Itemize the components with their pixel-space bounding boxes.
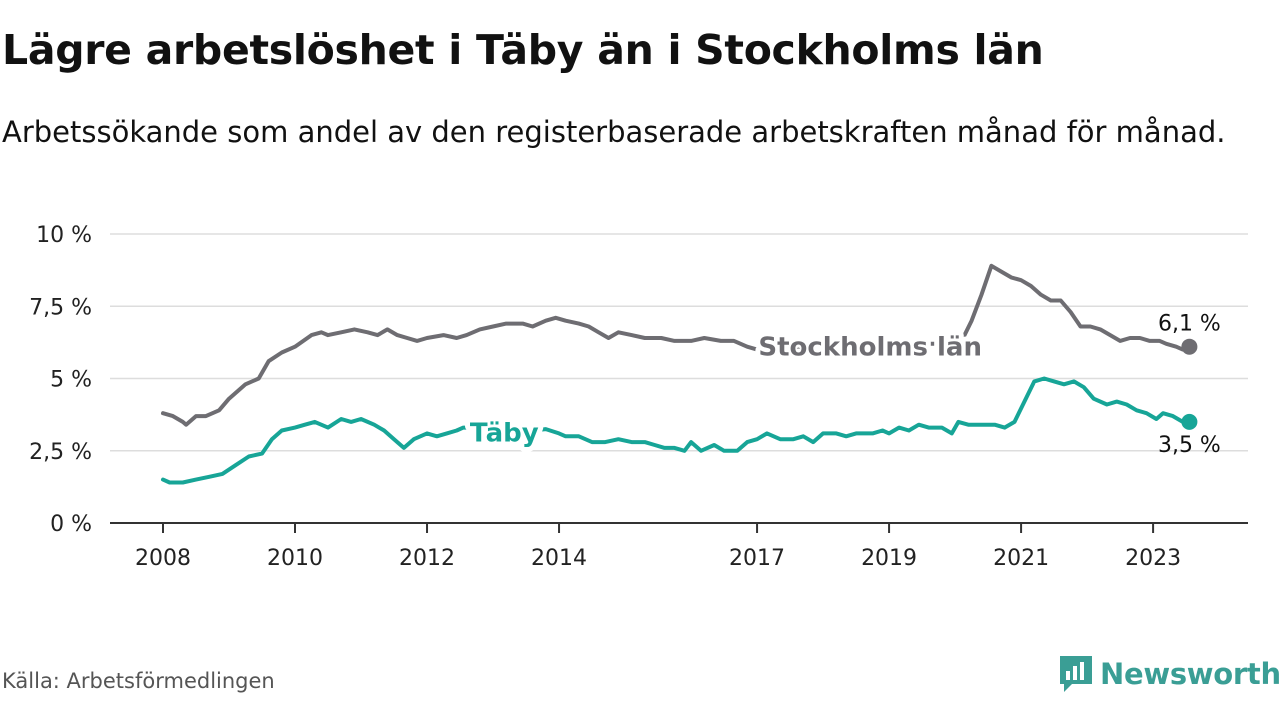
series-label-halo: Stockholms län — [758, 332, 982, 362]
series-line — [161, 376, 1192, 485]
series-end-value-label: 3,5 % — [1158, 433, 1221, 458]
series-end-value-label: 6,1 % — [1158, 312, 1221, 337]
y-tick-label: 5 % — [50, 368, 92, 393]
x-tick-label: 2021 — [993, 546, 1049, 571]
x-tick-label: 2008 — [135, 546, 191, 571]
chart-subtitle: Arbetssökande som andel av den registerb… — [2, 115, 1226, 149]
x-tick-label: 2014 — [531, 546, 587, 571]
axes: 0 % 2,5 % 5 % 7,5 % 10 % 2008 2010 2012 2014 2017… — [29, 223, 1248, 571]
series-end-marker — [1181, 413, 1198, 430]
x-tick-label: 2012 — [399, 546, 455, 571]
y-tick-label: 10 % — [36, 223, 92, 248]
y-tick-label: 0 % — [50, 512, 92, 537]
series-end-marker — [1181, 338, 1198, 355]
x-tick-label: 2023 — [1125, 546, 1181, 571]
series-label: Stockholms län — [758, 332, 982, 362]
chart-title: Lägre arbetslöshet i Täby än i Stockholm… — [2, 26, 1044, 74]
series-label-halo: Täby — [470, 418, 539, 448]
x-tick-label: 2019 — [861, 546, 917, 571]
series-label: Täby — [470, 418, 539, 448]
series-lines — [161, 263, 1198, 485]
y-tick-label: 2,5 % — [29, 440, 92, 465]
y-tick-label: 7,5 % — [29, 295, 92, 320]
brand-logo[interactable]: Newsworthy — [1058, 654, 1280, 694]
x-tick-label: 2010 — [267, 546, 323, 571]
newsworthy-logo-icon — [1060, 656, 1092, 692]
series-line — [161, 263, 1192, 427]
x-tick-label: 2017 — [729, 546, 785, 571]
source-note: Källa: Arbetsförmedlingen — [2, 669, 275, 693]
brand-name: Newsworthy — [1100, 657, 1280, 691]
